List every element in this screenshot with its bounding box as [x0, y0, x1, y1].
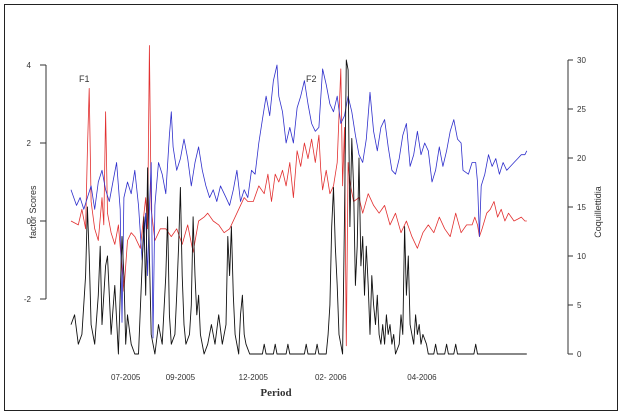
- series-line-f1: [70, 45, 527, 347]
- left-tick-label: -2: [24, 295, 32, 304]
- left-axis: 4 2 0 -2: [24, 61, 47, 304]
- x-axis-title: Period: [260, 387, 291, 399]
- right-tick-label: 5: [577, 301, 582, 310]
- right-axis-title: Coquillettidia: [593, 186, 603, 238]
- right-axis: 30 25 20 15 10 5 0: [567, 56, 586, 359]
- left-tick-label: 0: [27, 217, 32, 226]
- left-axis-title: factor Scores: [28, 185, 38, 239]
- right-tick-label: 20: [577, 154, 586, 163]
- x-tick-label: 04-2006: [407, 373, 437, 382]
- right-tick-label: 30: [577, 56, 586, 65]
- chart-frame: [4, 4, 618, 411]
- x-tick-label: 07-2005: [111, 373, 141, 382]
- left-tick-label: 4: [27, 61, 32, 70]
- right-tick-label: 10: [577, 252, 586, 261]
- series-line-f2: [70, 64, 528, 339]
- left-tick-label: 2: [27, 139, 32, 148]
- x-tick-label: 12-2005: [239, 373, 269, 382]
- series-line-coquillettidia: [70, 59, 527, 355]
- x-tick-label: 09-2005: [166, 373, 196, 382]
- f1-annotation: F1: [79, 74, 90, 84]
- f2-annotation: F2: [306, 74, 317, 84]
- right-tick-label: 0: [577, 350, 582, 359]
- right-tick-label: 15: [577, 203, 586, 212]
- series-layer: [70, 45, 528, 355]
- right-tick-label: 25: [577, 105, 586, 114]
- x-axis: 07-2005 09-2005 12-2005 02- 2006 04-2006: [111, 373, 437, 382]
- x-tick-label: 02- 2006: [315, 373, 347, 382]
